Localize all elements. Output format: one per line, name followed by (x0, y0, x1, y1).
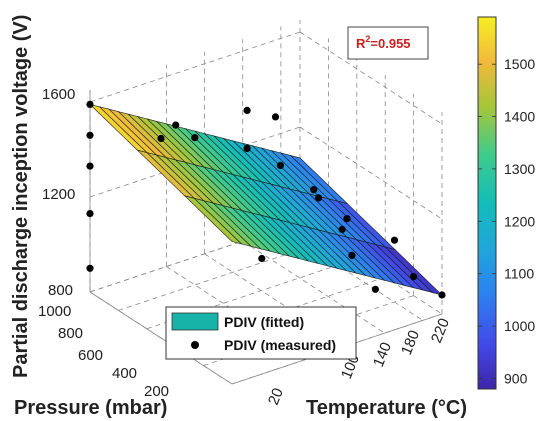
colorbar: 900 1000 1100 1200 1300 1400 1500 (477, 16, 535, 390)
back-wall-grid-line (299, 31, 443, 125)
floor-grid-line (242, 240, 385, 334)
colorbar-tick-label: 1500 (504, 56, 535, 72)
r2-box (347, 26, 429, 60)
measured-point (86, 162, 94, 170)
floor-grid-line (204, 253, 347, 347)
y-axis-title: Temperature (°C) (306, 397, 467, 419)
legend-dot-marker (191, 341, 199, 349)
measured-point (438, 291, 446, 299)
z-tick-label: 800 (48, 282, 73, 299)
y-tick-label: 220 (428, 316, 453, 346)
z-tick-label: 1200 (42, 186, 75, 203)
measured-point (410, 273, 418, 281)
measured-point (157, 134, 165, 143)
measured-point (243, 106, 251, 114)
measured-point (338, 225, 346, 234)
x-tick-label: 200 (144, 383, 169, 400)
measured-point (310, 186, 318, 194)
colorbar-tick-label: 900 (504, 371, 528, 387)
x-tick-label: 1000 (38, 303, 71, 320)
y-tick-label: 180 (398, 328, 423, 358)
legend-label: PDIV (measured) (224, 337, 336, 353)
measured-point (86, 264, 94, 272)
z-axis-title: Partial discharge inception voltage (V) (10, 15, 32, 378)
measured-point (258, 254, 266, 263)
measured-point (348, 251, 356, 259)
r2-text: R2=0.955 (356, 34, 411, 51)
back-wall-grid-line (299, 126, 443, 220)
z-tick-label: 1600 (42, 86, 75, 103)
x-axis-title: Pressure (mbar) (14, 397, 167, 419)
measured-point (276, 161, 284, 170)
x-tick-label: 600 (78, 347, 103, 364)
measured-point (243, 144, 251, 152)
colorbar-tick-label: 1300 (504, 161, 535, 177)
colorbar-ticks: 900 1000 1100 1200 1300 1400 1500 (478, 56, 535, 387)
measured-point (172, 121, 180, 129)
legend-surface-swatch (171, 312, 219, 331)
y-tick-label: 20 (265, 386, 287, 408)
colorbar-tick-label: 1200 (504, 213, 535, 229)
measured-point (191, 134, 199, 142)
surface-patch (289, 154, 349, 205)
colorbar-gradient (477, 16, 497, 390)
measured-point (343, 215, 351, 223)
x-tick-label: 400 (112, 365, 137, 382)
left-wall-grid-line (89, 31, 301, 103)
measured-point (371, 285, 379, 293)
y-tick-label: 140 (370, 340, 395, 370)
colorbar-tick-label: 1100 (504, 266, 534, 282)
measured-point (315, 194, 323, 202)
measured-point (390, 236, 399, 244)
colorbar-tick-label: 1400 (504, 109, 535, 125)
measured-point (86, 210, 94, 218)
legend: PDIV (fitted) PDIV (measured) (165, 306, 357, 360)
colorbar-tick-label: 1000 (504, 318, 535, 334)
measured-point (86, 100, 94, 108)
x-axis-line (89, 291, 233, 385)
x-tick-label: 800 (58, 325, 83, 342)
measured-point (271, 113, 280, 121)
r2-annotation: R2=0.955 (347, 26, 429, 60)
measured-points (86, 100, 446, 299)
legend-label: PDIV (fitted) (224, 314, 304, 330)
fitted-surface (88, 103, 444, 296)
measured-point (86, 131, 94, 139)
